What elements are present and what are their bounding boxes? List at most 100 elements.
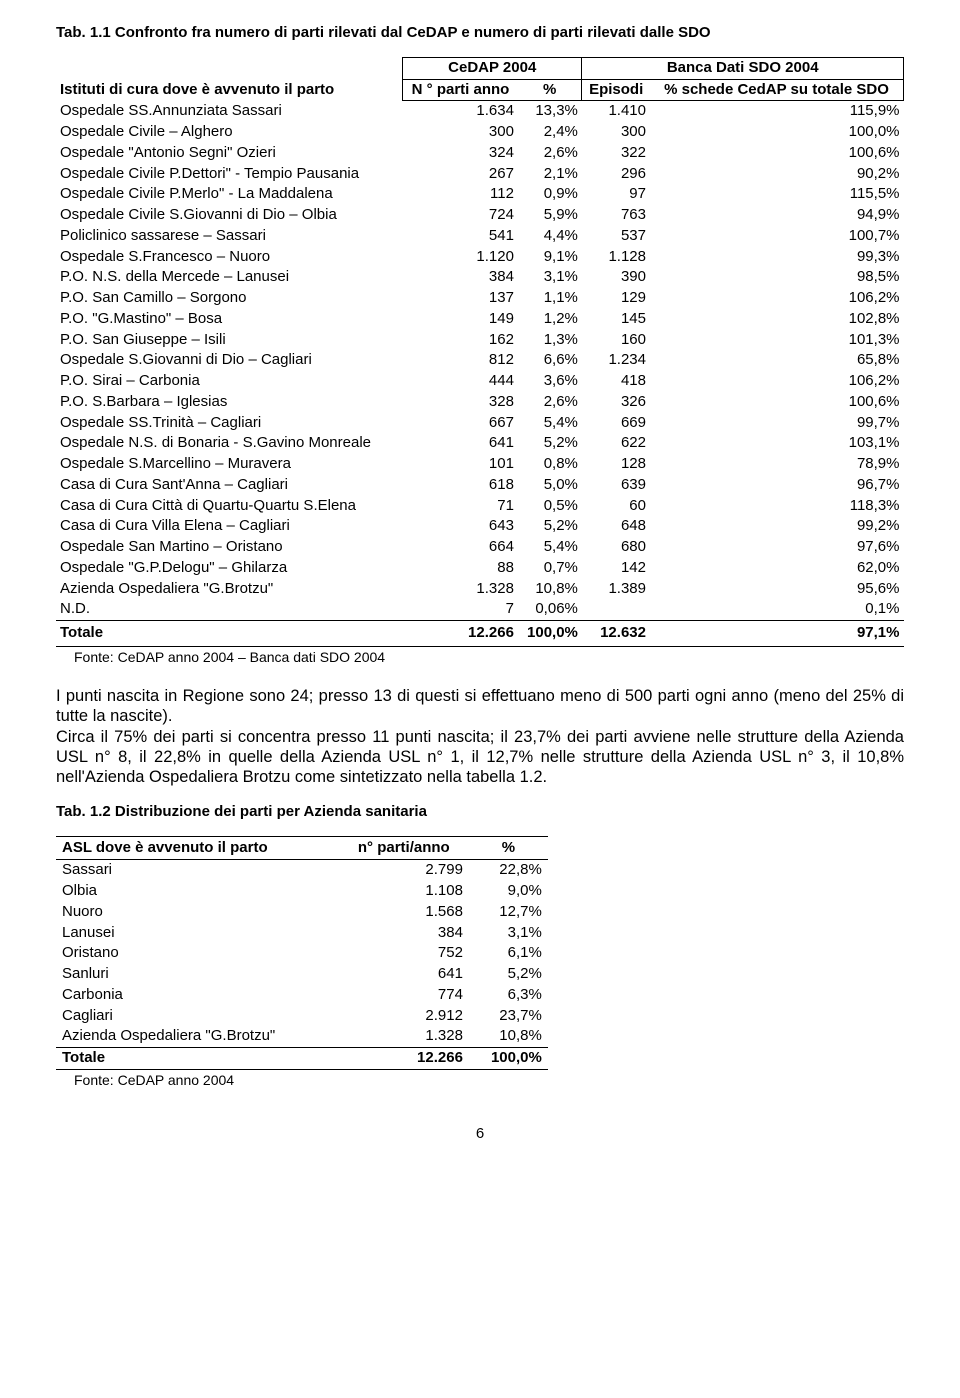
cell-nparti: 1.328: [403, 579, 518, 600]
cell-episodi: 60: [582, 496, 650, 517]
cell-istituto: Ospedale S.Francesco – Nuoro: [56, 247, 403, 268]
cell-pct: 2,4%: [518, 122, 582, 143]
cell-n: 1.328: [339, 1026, 469, 1047]
cell-istituto: Ospedale Civile P.Dettori" - Tempio Paus…: [56, 164, 403, 185]
cell-p: 3,1%: [469, 923, 548, 944]
cell-nparti: 300: [403, 122, 518, 143]
table-row: Ospedale SS.Annunziata Sassari1.63413,3%…: [56, 101, 904, 122]
cell-episodi: 128: [582, 454, 650, 475]
table-row: Sassari2.79922,8%: [56, 860, 548, 881]
cell-p: 10,8%: [469, 1026, 548, 1047]
cell-p: 9,0%: [469, 881, 548, 902]
cell-episodi: 1.234: [582, 350, 650, 371]
table-row: Ospedale Civile P.Dettori" - Tempio Paus…: [56, 164, 904, 185]
cell-episodi: 129: [582, 288, 650, 309]
cell-istituto: Ospedale "Antonio Segni" Ozieri: [56, 143, 403, 164]
cell-total-p: 100,0%: [469, 1048, 548, 1070]
cell-total-n: 12.266: [339, 1048, 469, 1070]
table-row: Ospedale San Martino – Oristano6645,4%68…: [56, 537, 904, 558]
cell-asl: Cagliari: [56, 1006, 339, 1027]
cell-asl: Sanluri: [56, 964, 339, 985]
cell-nparti: 618: [403, 475, 518, 496]
cell-episodi: 322: [582, 143, 650, 164]
cell-istituto: Casa di Cura Villa Elena – Cagliari: [56, 516, 403, 537]
col-istituto: Istituti di cura dove è avvenuto il part…: [56, 57, 403, 101]
cell-pct: 0,9%: [518, 184, 582, 205]
cell-nparti: 324: [403, 143, 518, 164]
table-row: Sanluri6415,2%: [56, 964, 548, 985]
cell-schede: 99,3%: [650, 247, 904, 268]
cell-episodi: 680: [582, 537, 650, 558]
cell-schede: 97,6%: [650, 537, 904, 558]
page-number: 6: [56, 1125, 904, 1144]
cell-pct: 5,0%: [518, 475, 582, 496]
cell-schede: 101,3%: [650, 330, 904, 351]
cell-p: 22,8%: [469, 860, 548, 881]
cell-schede: 99,7%: [650, 413, 904, 434]
cell-pct: 2,6%: [518, 392, 582, 413]
cell-istituto: Azienda Ospedaliera "G.Brotzu": [56, 579, 403, 600]
cell-pct: 13,3%: [518, 101, 582, 122]
cell-episodi: 639: [582, 475, 650, 496]
cell-n: 752: [339, 943, 469, 964]
cell-istituto: N.D.: [56, 599, 403, 620]
cell-istituto: P.O. San Camillo – Sorgono: [56, 288, 403, 309]
table-row: Azienda Ospedaliera "G.Brotzu"1.32810,8%…: [56, 579, 904, 600]
table-1-2: ASL dove è avvenuto il parto n° parti/an…: [56, 836, 548, 1070]
cell-nparti: 444: [403, 371, 518, 392]
cell-p: 6,3%: [469, 985, 548, 1006]
cell-istituto: Ospedale "G.P.Delogu" – Ghilarza: [56, 558, 403, 579]
cell-nparti: 724: [403, 205, 518, 226]
table-total-row: Totale12.266100,0%: [56, 1048, 548, 1070]
cell-pct: 10,8%: [518, 579, 582, 600]
cell-schede: 0,1%: [650, 599, 904, 620]
cell-asl: Sassari: [56, 860, 339, 881]
cell-nparti: 1.634: [403, 101, 518, 122]
cell-schede: 102,8%: [650, 309, 904, 330]
cell-istituto: Casa di Cura Sant'Anna – Cagliari: [56, 475, 403, 496]
table-row: Ospedale "G.P.Delogu" – Ghilarza880,7%14…: [56, 558, 904, 579]
cell-istituto: Ospedale S.Marcellino – Muravera: [56, 454, 403, 475]
cell-pct: 0,5%: [518, 496, 582, 517]
cell-istituto: P.O. N.S. della Mercede – Lanusei: [56, 267, 403, 288]
cell-pct: 5,9%: [518, 205, 582, 226]
cell-total-e: 12.632: [582, 621, 650, 647]
table-1-1-title: Tab. 1.1 Confronto fra numero di parti r…: [56, 24, 904, 43]
table-row: Ospedale Civile S.Giovanni di Dio – Olbi…: [56, 205, 904, 226]
cell-episodi: 160: [582, 330, 650, 351]
table-row: Ospedale Civile – Alghero3002,4%300100,0…: [56, 122, 904, 143]
cell-episodi: 142: [582, 558, 650, 579]
cell-schede: 106,2%: [650, 288, 904, 309]
table-row: Ospedale S.Marcellino – Muravera1010,8%1…: [56, 454, 904, 475]
cell-episodi: 296: [582, 164, 650, 185]
cell-n: 1.568: [339, 902, 469, 923]
cell-pct: 2,6%: [518, 143, 582, 164]
table-1-2-source: Fonte: CeDAP anno 2004: [74, 1072, 904, 1090]
col-asl: ASL dove è avvenuto il parto: [56, 836, 339, 860]
cell-n: 774: [339, 985, 469, 1006]
cell-nparti: 812: [403, 350, 518, 371]
cell-istituto: Ospedale N.S. di Bonaria - S.Gavino Monr…: [56, 433, 403, 454]
table-row: Policlinico sassarese – Sassari5414,4%53…: [56, 226, 904, 247]
cell-asl: Lanusei: [56, 923, 339, 944]
col-n: n° parti/anno: [339, 836, 469, 860]
cell-p: 6,1%: [469, 943, 548, 964]
cell-episodi: 145: [582, 309, 650, 330]
cell-nparti: 149: [403, 309, 518, 330]
table-row: Oristano7526,1%: [56, 943, 548, 964]
cell-istituto: Ospedale SS.Trinità – Cagliari: [56, 413, 403, 434]
cell-p: 5,2%: [469, 964, 548, 985]
table-row: Casa di Cura Sant'Anna – Cagliari6185,0%…: [56, 475, 904, 496]
cell-schede: 100,6%: [650, 143, 904, 164]
cell-istituto: Policlinico sassarese – Sassari: [56, 226, 403, 247]
cell-episodi: 326: [582, 392, 650, 413]
cell-episodi: [582, 599, 650, 620]
cell-episodi: 300: [582, 122, 650, 143]
cell-nparti: 101: [403, 454, 518, 475]
cell-schede: 78,9%: [650, 454, 904, 475]
cell-istituto: Casa di Cura Città di Quartu-Quartu S.El…: [56, 496, 403, 517]
cell-schede: 106,2%: [650, 371, 904, 392]
cell-pct: 6,6%: [518, 350, 582, 371]
cell-pct: 5,4%: [518, 537, 582, 558]
table-row: Casa di Cura Villa Elena – Cagliari6435,…: [56, 516, 904, 537]
